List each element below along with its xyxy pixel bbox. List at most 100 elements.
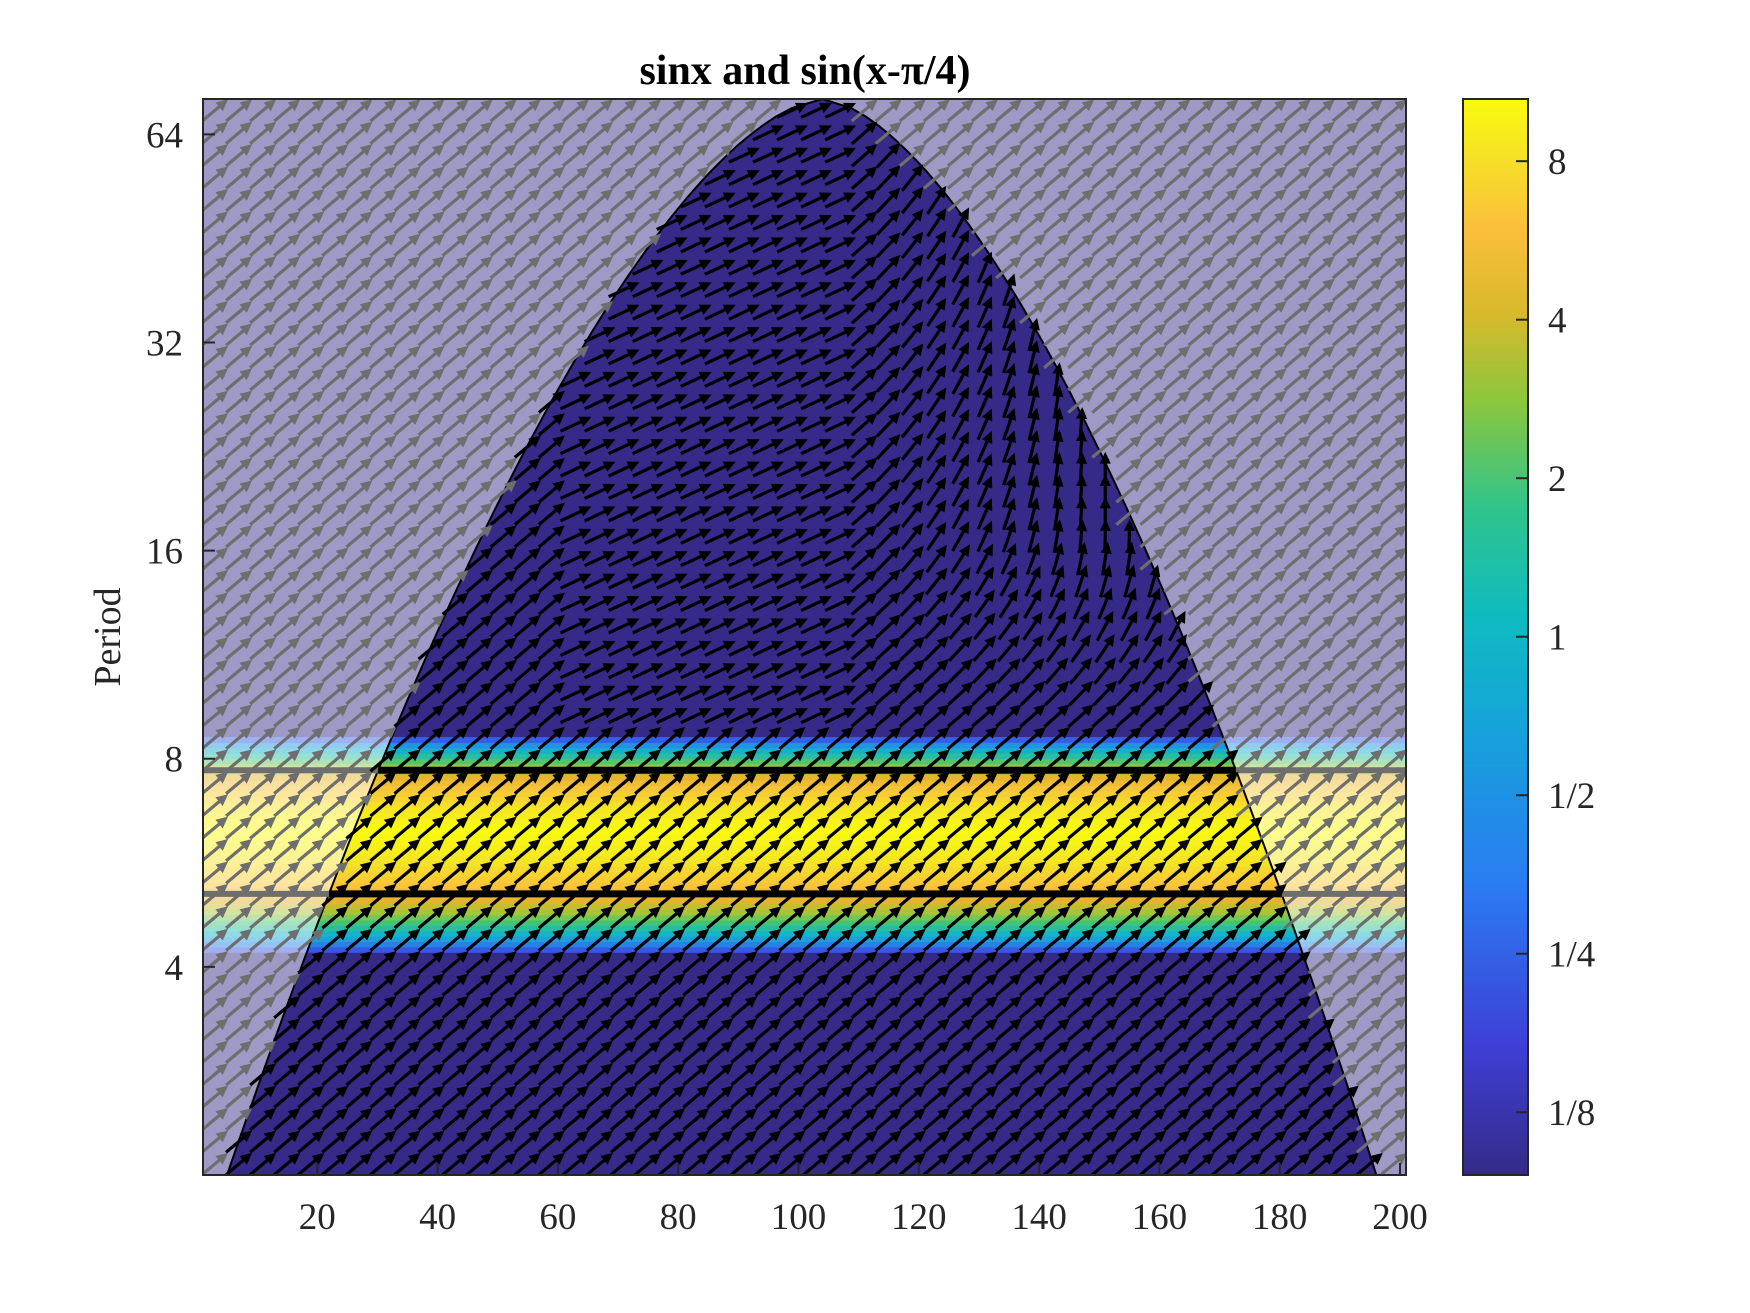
phase-arrow	[203, 1040, 229, 1064]
phase-arrow	[321, 883, 349, 907]
phase-arrow	[321, 794, 349, 818]
phase-arrow	[393, 682, 421, 706]
phase-arrow	[706, 1040, 734, 1064]
phase-arrow	[1019, 749, 1047, 773]
phase-arrow	[682, 928, 710, 952]
phase-arrow	[1283, 995, 1311, 1020]
phase-arrow	[1043, 816, 1071, 840]
phase-arrow	[1355, 1063, 1383, 1087]
phase-arrow	[561, 928, 589, 952]
power-band-stripe	[203, 909, 1406, 916]
phase-arrow	[273, 749, 301, 773]
phase-arrow	[1091, 973, 1119, 997]
colorbar-tick-label: 1/4	[1548, 935, 1595, 976]
phase-arrow	[1139, 1152, 1167, 1175]
phase-arrow	[225, 883, 253, 907]
phase-arrow	[1091, 839, 1119, 863]
phase-arrow	[225, 1063, 253, 1087]
phase-arrow	[802, 749, 830, 773]
phase-arrow	[1259, 951, 1287, 975]
phase-arrow	[778, 1152, 806, 1175]
phase-arrow	[778, 1063, 806, 1087]
phase-arrow	[1067, 1018, 1095, 1042]
phase-arrow	[537, 906, 565, 930]
phase-arrow	[585, 726, 614, 751]
phase-arrow	[1259, 1018, 1287, 1042]
phase-arrow	[417, 726, 445, 751]
phase-arrow	[946, 771, 974, 795]
phase-arrow	[369, 726, 397, 751]
phase-arrow	[1283, 861, 1311, 885]
phase-arrow	[585, 951, 614, 975]
phase-arrow	[203, 1130, 229, 1154]
phase-arrow	[898, 951, 926, 975]
phase-arrow	[1163, 1018, 1191, 1042]
phase-arrow	[682, 794, 710, 818]
phase-arrow	[1331, 771, 1359, 795]
phase-arrow	[1163, 1130, 1191, 1154]
phase-arrow	[994, 861, 1023, 885]
phase-arrow	[1283, 906, 1311, 930]
phase-arrow	[321, 771, 349, 795]
phase-arrow	[345, 794, 373, 818]
phase-arrow	[249, 973, 277, 997]
phase-arrow	[489, 1085, 517, 1109]
phase-arrow	[1235, 1152, 1263, 1175]
phase-arrow	[826, 839, 854, 863]
phase-arrow	[730, 1018, 758, 1042]
phase-arrow	[922, 1152, 950, 1175]
phase-arrow	[489, 816, 517, 840]
phase-arrow	[826, 906, 854, 930]
phase-arrow	[1355, 906, 1383, 930]
phase-arrow	[585, 1152, 614, 1175]
phase-arrow	[1379, 794, 1406, 818]
phase-arrow	[1067, 749, 1095, 773]
phase-arrow	[1283, 1108, 1311, 1132]
phase-arrow	[1211, 794, 1239, 818]
phase-arrow	[513, 1063, 541, 1087]
phase-arrow	[1331, 704, 1359, 728]
phase-arrow	[609, 1018, 638, 1042]
phase-arrow	[225, 1040, 253, 1064]
phase-arrow	[537, 839, 565, 863]
phase-arrow	[1139, 1018, 1167, 1042]
phase-arrow	[1259, 861, 1287, 885]
phase-arrow	[754, 794, 782, 818]
phase-arrow	[776, 708, 808, 725]
phase-arrow	[1307, 928, 1335, 952]
phase-arrow	[321, 1108, 349, 1132]
phase-arrow	[1211, 1018, 1239, 1042]
phase-arrow	[922, 1108, 950, 1132]
phase-arrow	[1163, 1108, 1191, 1132]
phase-arrow	[249, 839, 277, 863]
phase-arrow	[778, 839, 806, 863]
phase-arrow	[922, 906, 950, 930]
phase-arrow	[465, 883, 493, 907]
power-band-stripe	[203, 817, 1406, 824]
x-tick-label: 100	[771, 1197, 827, 1238]
phase-arrow	[754, 1130, 782, 1154]
phase-arrow	[994, 1152, 1023, 1175]
phase-arrow	[802, 839, 830, 863]
phase-arrow	[850, 726, 878, 751]
phase-arrow	[225, 1152, 253, 1175]
phase-arrow	[297, 839, 325, 863]
phase-arrow	[1091, 883, 1119, 907]
phase-arrow	[321, 951, 349, 975]
phase-arrow	[417, 1108, 445, 1132]
phase-arrow	[706, 973, 734, 997]
phase-arrow	[489, 883, 517, 907]
phase-arrow	[297, 794, 325, 818]
power-band-stripe	[203, 871, 1406, 878]
phase-arrow	[273, 704, 301, 728]
phase-arrow	[1091, 1130, 1119, 1154]
phase-arrow	[1379, 996, 1406, 1020]
phase-arrow	[1259, 995, 1287, 1020]
phase-arrow	[1043, 973, 1071, 997]
phase-arrow	[561, 973, 589, 997]
phase-arrow	[706, 1108, 734, 1132]
phase-arrow	[754, 1063, 782, 1087]
phase-arrow	[1331, 928, 1359, 952]
phase-arrow	[1139, 1085, 1167, 1109]
phase-arrow	[1211, 1063, 1239, 1087]
